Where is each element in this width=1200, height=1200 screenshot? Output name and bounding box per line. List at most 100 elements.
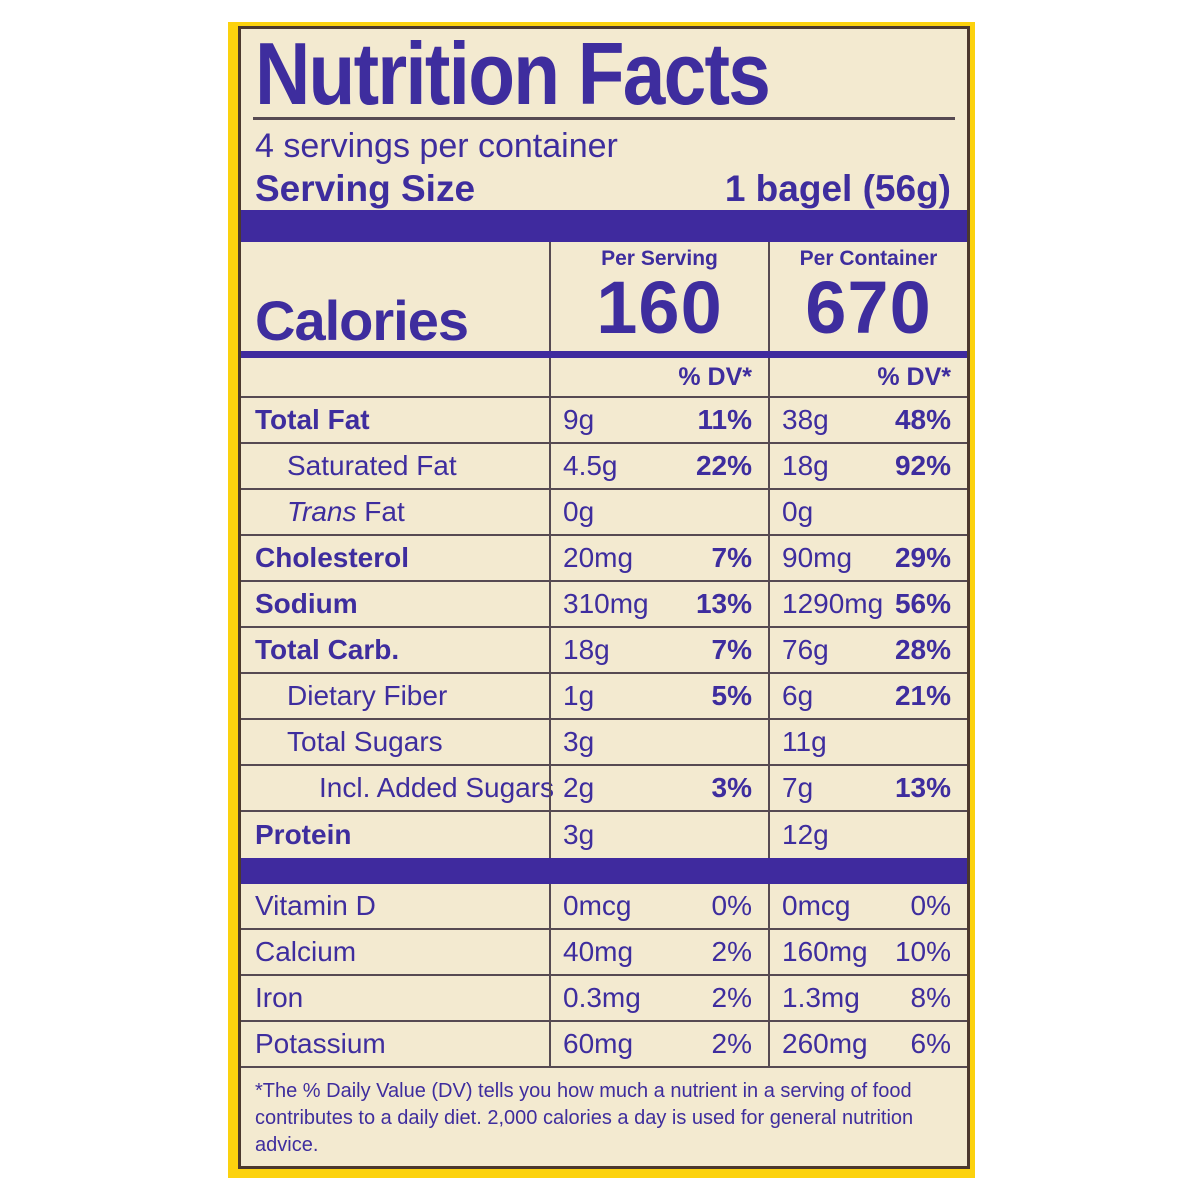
dv-value: 48%: [894, 404, 951, 436]
nutrient-row-trans-fat: Trans Fat 0g 0g: [241, 490, 967, 537]
dv-value: 28%: [894, 634, 951, 666]
dv-value: 21%: [894, 680, 951, 712]
dv-value: 0%: [910, 890, 951, 922]
per-serving-cell: 2g 3%: [549, 766, 768, 811]
amount-value: 9g: [563, 404, 595, 436]
nutrient-label: Protein: [255, 819, 352, 851]
dv-value: 6%: [910, 1028, 951, 1060]
dv-value: 22%: [695, 450, 752, 482]
nutrient-label: Sodium: [255, 588, 358, 620]
dv-value: 2%: [711, 936, 752, 968]
nutrient-label: Total Fat: [255, 404, 370, 436]
per-container-cell: 160mg 10%: [768, 930, 967, 975]
dv-value: 13%: [894, 772, 951, 804]
calories-per-serving-value: 160: [596, 265, 723, 349]
nutrient-label: Dietary Fiber: [287, 680, 448, 712]
dv-value: 11%: [697, 404, 753, 436]
dv-value: 56%: [894, 588, 951, 620]
per-container-cell: 18g 92%: [768, 444, 967, 489]
amount-value: 11g: [782, 726, 827, 758]
nutrient-label: Fat: [364, 496, 405, 528]
dv-value: 8%: [910, 982, 951, 1014]
per-serving-cell: 0mcg 0%: [549, 884, 768, 929]
per-serving-cell: 20mg 7%: [549, 536, 768, 581]
vitamin-row-iron: Iron 0.3mg 2% 1.3mg 8%: [241, 976, 967, 1023]
amount-value: 1.3mg: [782, 982, 860, 1014]
calories-section: Calories Per Serving 160 Per Container 6…: [241, 241, 967, 352]
amount-value: 4.5g: [563, 450, 618, 482]
package-background: Nutrition Facts 4 servings per container…: [228, 22, 975, 1178]
per-serving-cell: 40mg 2%: [549, 930, 768, 975]
per-serving-cell: 0g: [549, 490, 768, 535]
dv-value: 3%: [711, 772, 752, 804]
amount-value: 0mcg: [782, 890, 851, 922]
per-container-cell: 260mg 6%: [768, 1022, 967, 1067]
amount-value: 6g: [782, 680, 814, 712]
vitamin-row-potassium: Potassium 60mg 2% 260mg 6%: [241, 1022, 967, 1069]
per-container-header: Per Container: [799, 246, 938, 270]
dv-header-serving: % DV*: [549, 358, 768, 397]
amount-value: 7g: [782, 772, 814, 804]
dv-value: 5%: [711, 680, 752, 712]
amount-value: 1g: [563, 680, 595, 712]
per-container-cell: 38g 48%: [768, 398, 967, 443]
dv-value: 0%: [711, 890, 752, 922]
amount-value: 0.3mg: [563, 982, 641, 1014]
per-container-cell: 7g 13%: [768, 766, 967, 811]
nutrient-label: Total Carb.: [255, 634, 400, 666]
amount-value: 0g: [563, 496, 595, 528]
nutrient-row-saturated-fat: Saturated Fat 4.5g 22% 18g 92%: [241, 444, 967, 491]
dv-footnote: *The % Daily Value (DV) tells you how mu…: [255, 1080, 914, 1157]
dv-value: 7%: [711, 634, 752, 666]
dv-value: 2%: [711, 1028, 752, 1060]
per-serving-cell: 310mg 13%: [549, 582, 768, 627]
amount-value: 310mg: [563, 588, 649, 620]
amount-value: 3g: [563, 726, 595, 758]
serving-size-label: Serving Size: [255, 168, 476, 209]
vitamin-label: Calcium: [255, 936, 357, 968]
per-serving-cell: 60mg 2%: [549, 1022, 768, 1067]
per-container-cell: 11g: [768, 720, 967, 765]
serving-size-row: Serving Size 1 bagel (56g): [255, 168, 951, 210]
servings-per-container: 4 servings per container: [255, 127, 618, 165]
nutrient-row-total-carb: Total Carb. 18g 7% 76g 28%: [241, 628, 967, 675]
amount-value: 12g: [782, 819, 829, 851]
amount-value: 0g: [782, 496, 814, 528]
dv-value: 10%: [894, 936, 951, 968]
calories-per-container-cell: Per Container 670: [768, 241, 967, 352]
dv-value: 7%: [711, 542, 752, 574]
label-header: Nutrition Facts: [255, 29, 953, 117]
dv-header-row: % DV* % DV*: [241, 358, 967, 399]
amount-value: 20mg: [563, 542, 634, 574]
nutrients-table: Total Fat 9g 11% 38g 48% Saturated Fat 4.5…: [241, 398, 967, 859]
per-container-cell: 0mcg 0%: [768, 884, 967, 929]
calories-per-serving-cell: Per Serving 160: [549, 241, 768, 352]
vitamin-label: Iron: [255, 982, 304, 1014]
amount-value: 160mg: [782, 936, 868, 968]
amount-value: 0mcg: [563, 890, 632, 922]
dv-value: 13%: [695, 588, 752, 620]
nutrient-row-total-sugars: Total Sugars 3g 11g: [241, 720, 967, 767]
nutrition-facts-label: Nutrition Facts 4 servings per container…: [238, 26, 970, 1169]
dv-value: 2%: [711, 982, 752, 1014]
amount-value: 260mg: [782, 1028, 868, 1060]
dv-value: 92%: [894, 450, 951, 482]
per-container-cell: 1.3mg 8%: [768, 976, 967, 1021]
dv-value: 29%: [894, 542, 951, 574]
per-container-cell: 0g: [768, 490, 967, 535]
vitamin-label: Vitamin D: [255, 890, 376, 922]
amount-value: 38g: [782, 404, 829, 436]
per-container-cell: 90mg 29%: [768, 536, 967, 581]
amount-value: 18g: [782, 450, 829, 482]
nutrient-row-added-sugars: Incl. Added Sugars 2g 3% 7g 13%: [241, 766, 967, 813]
per-serving-cell: 0.3mg 2%: [549, 976, 768, 1021]
per-container-cell: 1290mg 56%: [768, 582, 967, 627]
per-serving-header: Per Serving: [601, 246, 718, 270]
calories-per-container-value: 670: [805, 265, 932, 349]
amount-value: 76g: [782, 634, 829, 666]
nutrient-label-italic: Trans: [287, 496, 357, 528]
per-serving-cell: 4.5g 22%: [549, 444, 768, 489]
section-bar-vitamins: [241, 858, 967, 885]
nutrient-label: Saturated Fat: [287, 450, 457, 482]
amount-value: 3g: [563, 819, 595, 851]
